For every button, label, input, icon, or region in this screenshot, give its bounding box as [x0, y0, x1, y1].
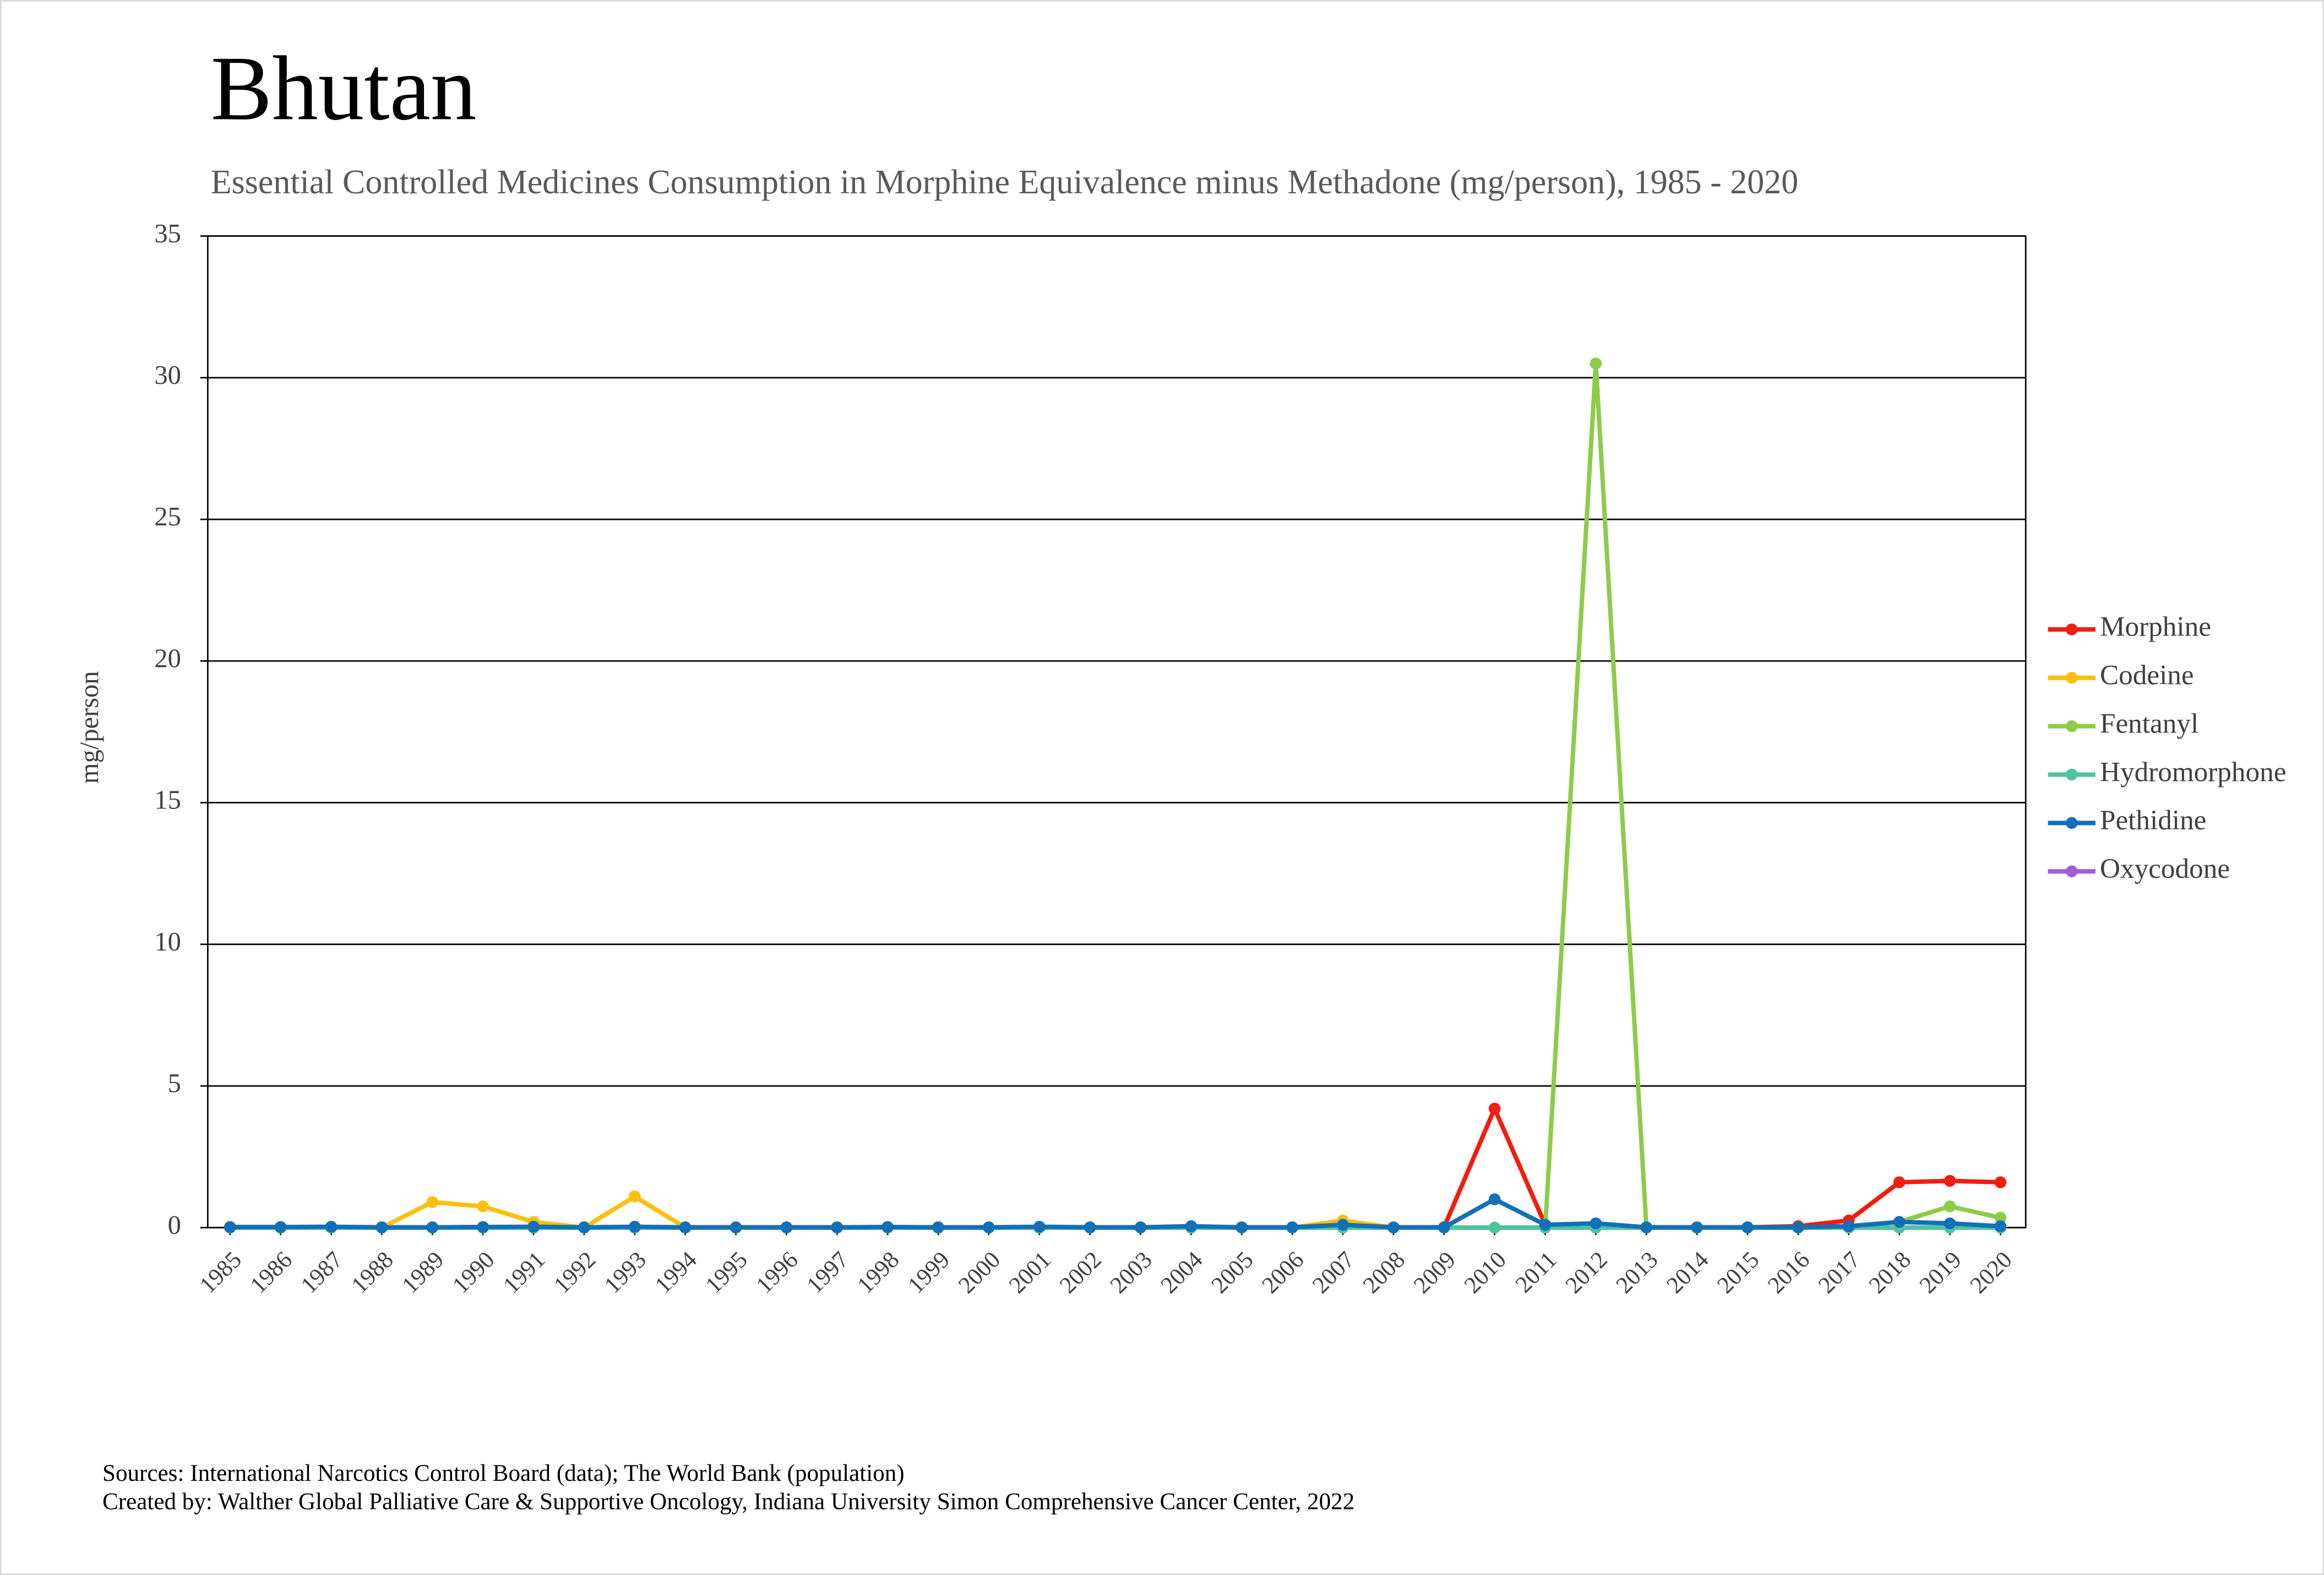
sources: Sources: International Narcotics Control… [102, 1460, 905, 1486]
data-point [578, 1221, 590, 1234]
data-point [274, 1221, 287, 1233]
legend-marker [2066, 672, 2078, 684]
data-point [932, 1221, 944, 1234]
y-tick-label: 15 [154, 786, 181, 815]
data-point [1842, 1220, 1855, 1232]
data-point [1286, 1221, 1298, 1234]
data-point [375, 1221, 388, 1234]
data-point [1640, 1221, 1653, 1234]
data-point [1387, 1221, 1400, 1234]
data-point [730, 1221, 742, 1234]
data-point [477, 1221, 489, 1233]
data-point [1488, 1221, 1501, 1234]
created-by: Created by: Walther Global Palliative Ca… [102, 1489, 1354, 1514]
chart-title: Bhutan [211, 37, 477, 139]
data-point [1134, 1221, 1147, 1234]
y-tick-label: 25 [154, 502, 181, 531]
data-point [426, 1221, 439, 1234]
legend-label: Fentanyl [2100, 708, 2198, 739]
y-tick-label: 10 [154, 927, 181, 957]
legend-label: Pethidine [2100, 805, 2206, 836]
data-point [527, 1220, 540, 1233]
data-point [325, 1220, 338, 1233]
data-point [1590, 1217, 1602, 1230]
data-point [1185, 1220, 1198, 1232]
data-point [1590, 357, 1602, 370]
data-point [679, 1221, 692, 1234]
data-point [1893, 1176, 1906, 1188]
data-point [1438, 1221, 1450, 1234]
legend-marker [2066, 865, 2078, 878]
data-point [426, 1196, 439, 1208]
y-tick-label: 35 [154, 219, 181, 248]
y-tick-label: 30 [154, 361, 181, 390]
data-point [1792, 1221, 1804, 1234]
data-point [881, 1221, 894, 1233]
legend-label: Morphine [2100, 611, 2211, 643]
data-point [1488, 1193, 1501, 1205]
data-point [983, 1221, 995, 1234]
legend-label: Codeine [2100, 660, 2194, 691]
legend-label: Hydromorphone [2100, 756, 2286, 788]
data-point [629, 1220, 641, 1233]
data-point [224, 1221, 236, 1233]
data-point [831, 1221, 843, 1234]
data-point [1741, 1221, 1754, 1234]
data-point [1033, 1220, 1046, 1233]
legend-marker [2066, 623, 2078, 636]
data-point [1893, 1216, 1906, 1228]
y-tick-label: 20 [154, 644, 181, 673]
data-point [1236, 1221, 1248, 1234]
data-point [1994, 1212, 2007, 1224]
data-point [1084, 1221, 1096, 1234]
series-line [230, 1197, 2001, 1230]
data-point [1994, 1220, 2007, 1232]
data-point [1539, 1219, 1552, 1231]
data-point [1944, 1200, 1956, 1213]
legend-marker [2066, 720, 2078, 732]
legend-marker [2066, 768, 2078, 781]
data-point [477, 1200, 489, 1213]
data-point [1337, 1219, 1349, 1231]
legend-label: Oxycodone [2100, 853, 2230, 884]
chart-subtitle: Essential Controlled Medicines Consumpti… [211, 164, 1799, 201]
y-tick-label: 0 [168, 1210, 181, 1240]
data-point [1691, 1221, 1703, 1234]
data-point [629, 1190, 641, 1203]
data-point [1944, 1175, 1956, 1187]
legend-marker [2066, 817, 2078, 829]
y-axis-label: mg/person [75, 671, 104, 784]
data-point [1488, 1102, 1501, 1115]
y-tick-label: 5 [168, 1069, 181, 1098]
data-point [1944, 1217, 1956, 1230]
data-point [780, 1221, 793, 1234]
data-point [1994, 1176, 2007, 1188]
